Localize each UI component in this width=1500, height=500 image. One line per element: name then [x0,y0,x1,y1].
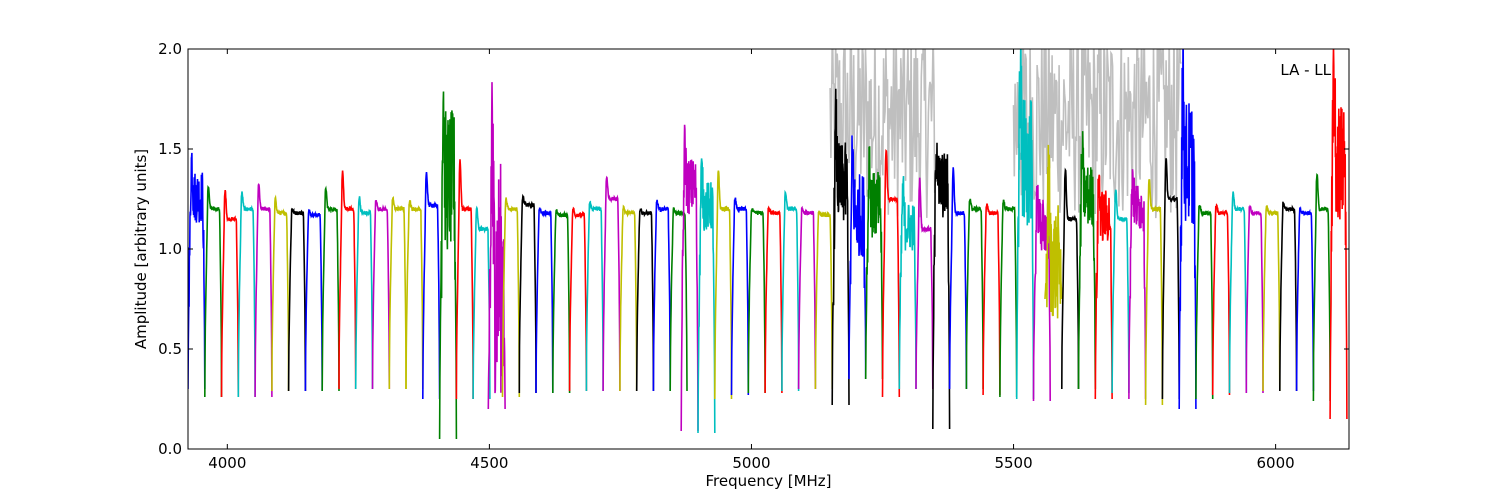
channel-trace-7 [304,208,324,392]
channel-trace-3 [237,191,256,398]
channel-trace-36 [781,189,800,392]
interference-trace [829,49,936,218]
channel-trace-39 [831,88,850,406]
channel-trace-17 [472,205,491,400]
channel-trace-28 [652,199,672,392]
channel-trace-24 [585,200,604,392]
channel-trace-0 [188,152,206,390]
y-tick-label: 0.5 [158,340,182,358]
x-axis-title: Frequency [MHz] [705,472,831,490]
channel-trace-34 [747,208,766,394]
channel-trace-22 [552,209,571,394]
channel-trace-60 [1178,49,1197,410]
channel-trace-30 [680,124,699,432]
channel-trace-4 [254,182,273,398]
channel-trace-6 [287,207,307,392]
y-axis-title: Amplitude [arbitrary units] [132,149,150,349]
channel-trace-47 [965,198,984,390]
y-tick-label: 1.5 [158,140,182,158]
channel-trace-49 [999,199,1018,398]
channel-trace-31 [697,158,716,434]
channel-trace-52 [1044,144,1063,319]
axis-ticks: 4000 4500 5000 5500 6000 0.0 0.5 1.0 1.5 2.0 [158,40,1349,472]
channel-trace-11 [371,200,391,390]
channel-trace-1 [204,185,223,398]
channel-trace-15 [438,91,458,440]
x-tick-label: 4500 [470,454,508,472]
channel-trace-68 [1312,173,1331,402]
channel-trace-8 [321,185,340,392]
channel-trace-43 [898,176,917,390]
channel-trace-2 [220,189,240,398]
channel-trace-53 [1061,167,1080,390]
y-tick-label: 1.0 [158,240,182,258]
channel-trace-61 [1195,204,1214,400]
channel-trace-65 [1262,205,1281,392]
channel-trace-57 [1128,169,1147,400]
y-tick-label: 2.0 [158,40,182,58]
x-tick-label: 6000 [1257,454,1295,472]
channel-trace-25 [602,175,621,392]
interference-trace [1012,49,1182,219]
channel-trace-66 [1279,201,1298,392]
channel-trace-69 [1329,49,1348,420]
channel-trace-56 [1111,189,1130,394]
channel-trace-33 [730,197,750,396]
channel-trace-67 [1295,206,1315,392]
channel-trace-27 [635,207,655,392]
x-tick-label: 5000 [732,454,770,472]
channel-trace-42 [881,148,901,398]
channel-trace-18 [487,82,506,410]
channel-trace-14 [422,172,441,400]
channel-trace-38 [814,210,834,390]
channel-trace-64 [1245,204,1264,394]
channel-trace-59 [1161,158,1180,400]
channel-trace-50 [1015,49,1035,400]
channel-trace-10 [354,196,374,390]
plot-area [188,49,1348,440]
channel-trace-13 [405,199,424,390]
channel-trace-63 [1228,191,1248,394]
channel-trace-55 [1094,174,1113,400]
channel-trace-44 [915,177,934,390]
channel-trace-9 [338,170,357,390]
channel-trace-58 [1144,179,1164,406]
channel-trace-46 [948,167,968,390]
channel-trace-19 [501,197,521,398]
annotation-label: LA - LL [1280,61,1331,79]
channel-trace-40 [848,135,867,380]
x-tick-label: 5500 [994,454,1032,472]
channel-trace-54 [1077,131,1097,390]
channel-trace-62 [1211,203,1231,396]
channel-trace-16 [455,159,474,400]
channel-trace-35 [764,205,783,394]
x-tick-label: 4000 [208,454,246,472]
channel-trace-20 [518,193,537,394]
channel-trace-41 [864,146,884,380]
channel-trace-21 [535,207,554,394]
channel-trace-48 [982,203,1001,396]
channel-trace-37 [797,205,817,390]
channel-trace-23 [568,206,588,392]
y-tick-label: 0.0 [158,440,182,458]
channel-trace-12 [388,195,407,390]
channel-trace-32 [714,170,733,400]
channel-trace-5 [271,194,290,392]
channel-trace-26 [619,204,638,392]
channel-trace-45 [931,142,951,430]
